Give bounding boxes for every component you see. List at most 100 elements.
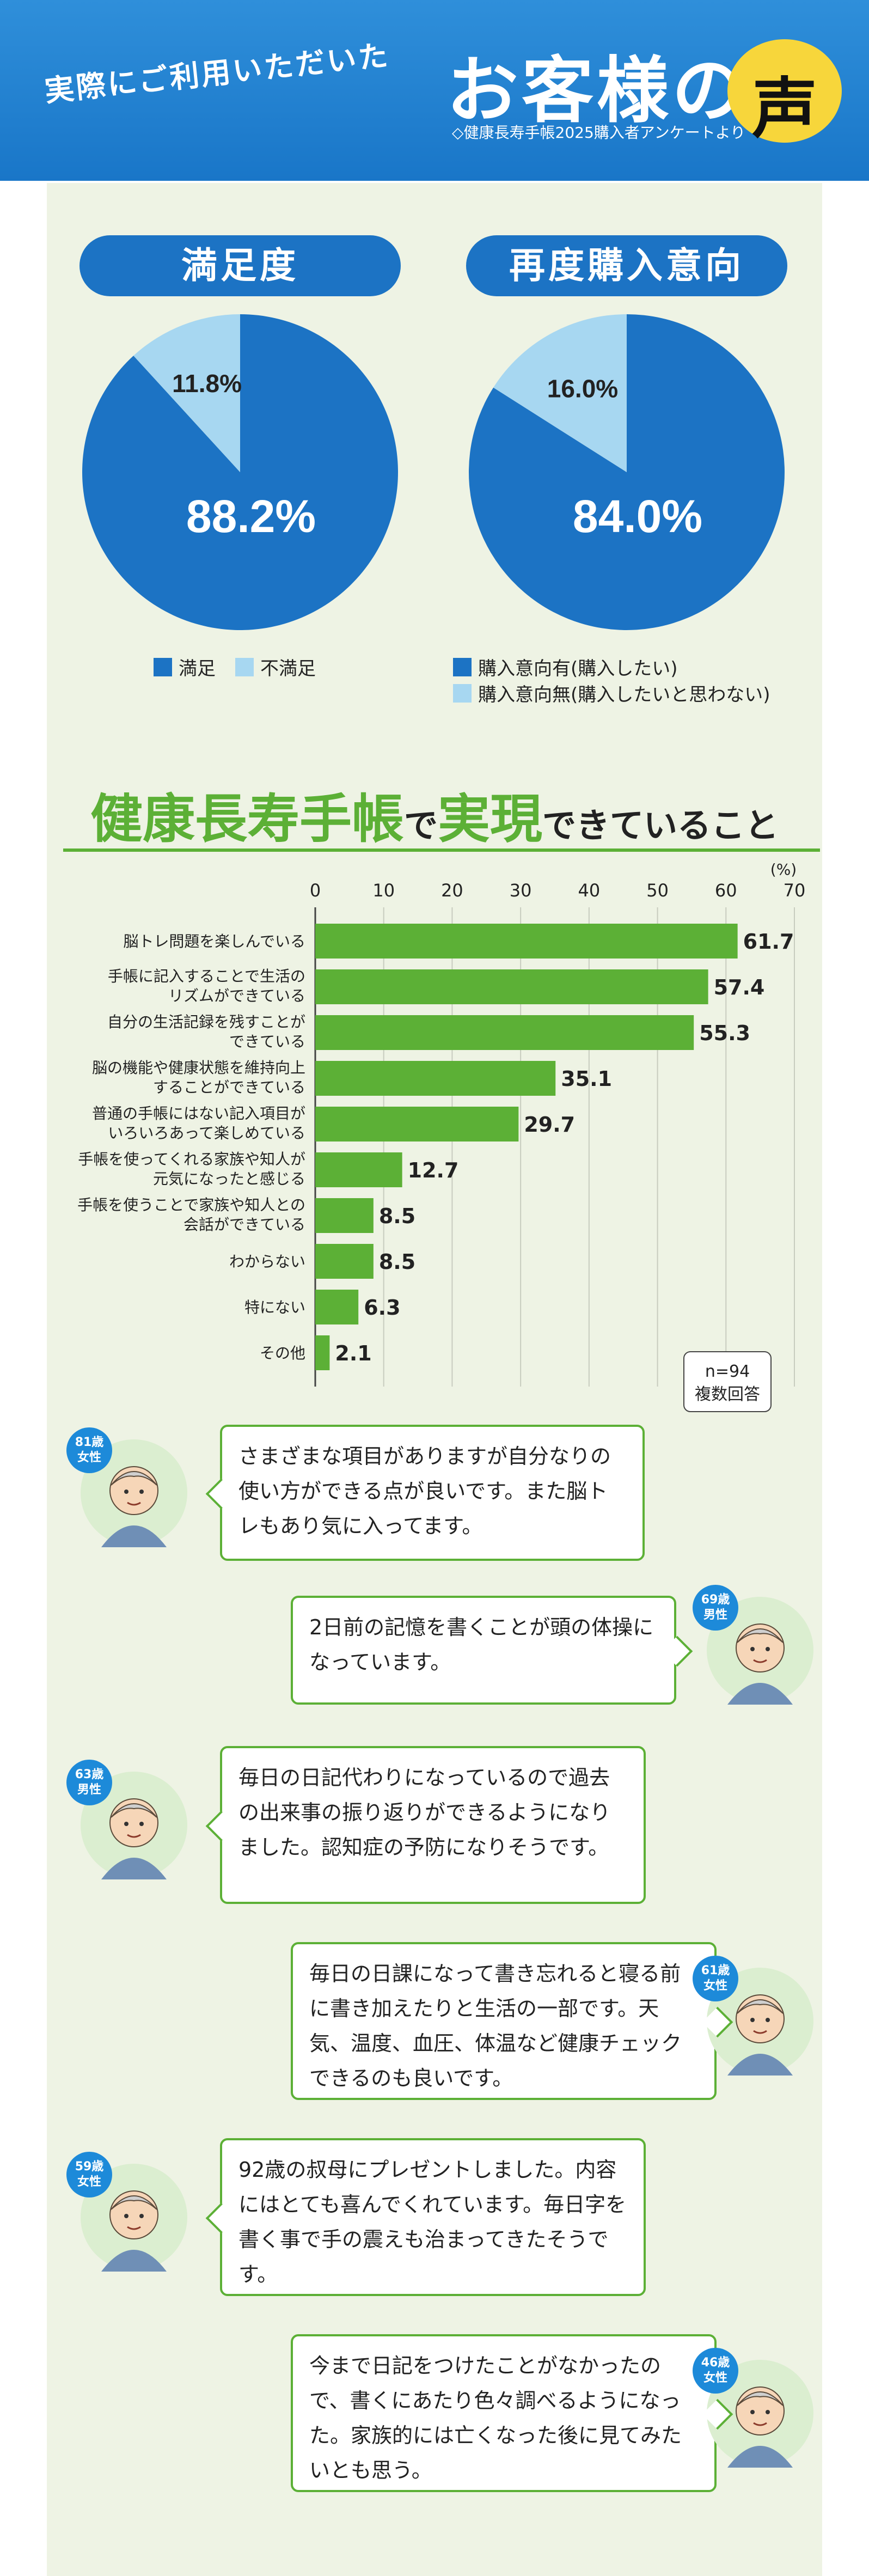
header-note: ◇健康長寿手帳2025購入者アンケートより: [452, 124, 746, 142]
bar-value-label: 57.4: [714, 975, 765, 999]
pie-small-label: 11.8%: [172, 369, 242, 398]
bar: [315, 1335, 330, 1370]
pie1-title: 満足度: [79, 235, 401, 296]
category-label: わからない: [229, 1253, 305, 1271]
bar: [315, 924, 738, 959]
category-label: 手帳を使ってくれる家族や知人が: [78, 1150, 305, 1168]
age-badge: 69歳 男性: [693, 1585, 738, 1631]
legend-label: 満足: [179, 658, 216, 680]
gender-text: 男性: [77, 1783, 101, 1797]
bar-value-label: 55.3: [699, 1021, 750, 1045]
category-label: いろいろあって楽しめている: [108, 1124, 305, 1142]
pie-big-label: 84.0%: [573, 491, 702, 542]
person-avatar-icon: [81, 1772, 187, 1879]
category-label: 特にない: [244, 1298, 305, 1316]
age-badge: 61歳女性: [693, 1956, 738, 2001]
gender-text: 女性: [703, 1979, 727, 1993]
person-avatar-icon: [707, 2360, 813, 2468]
bar-value-label: 35.1: [561, 1067, 612, 1091]
age-badge: 46歳 女性: [693, 2348, 738, 2394]
speech-bubble-text: 声: [752, 71, 817, 147]
header-subtitle: 実際にご利用いただいた: [42, 38, 391, 109]
testimonial-bubble: 今まで日記をつけたことがなかったので、書くにあたり色々調べるようになった。家族的…: [291, 2334, 717, 2492]
category-label: することができている: [153, 1078, 305, 1096]
bar-value-label: 61.7: [743, 930, 794, 954]
age-text: 63歳: [75, 1768, 104, 1781]
bar: [315, 1152, 402, 1187]
bar-chart: (%) 0 10 20 30 40 50 60 70 61.7 脳トレ問題を楽しんでいる 57.4 手帳…: [77, 860, 806, 1412]
content-panel: 満足度 88.2% 11.8% 満足 不満足 再度購入意向 84.0% 16.0% …: [47, 183, 822, 2576]
age-badge: 81歳 女性: [66, 1427, 112, 1473]
tick-label: 30: [510, 880, 532, 901]
pie-chart-repurchase: 84.0% 16.0%: [469, 314, 785, 630]
header-title: お客様の: [446, 49, 747, 133]
tick-label: 60: [715, 880, 737, 901]
age-badge: 59歳 女性: [66, 2152, 112, 2197]
category-label: 元気になったと感じる: [153, 1170, 305, 1188]
gender-text: 男性: [703, 1608, 727, 1622]
pie-slice: [493, 314, 627, 472]
tick-label: 10: [372, 880, 395, 901]
tick-label: 70: [784, 880, 806, 901]
gender-text: 女性: [703, 2371, 727, 2385]
section-divider: [63, 849, 820, 852]
bar: [315, 1015, 694, 1050]
category-label: 手帳を使うことで家族や知人との: [77, 1196, 305, 1214]
person-avatar-icon: [707, 1968, 813, 2076]
age-text: 61歳: [701, 1964, 730, 1977]
bar: [315, 1061, 556, 1096]
pie2-legend-1: 購入意向有(購入したい): [453, 654, 678, 680]
pie2-title: 再度購入意向: [466, 235, 787, 296]
speech-bubble: 声: [727, 39, 842, 147]
person-avatar-icon: [81, 1439, 187, 1547]
bar: [315, 1107, 519, 1142]
note-n: n=94: [705, 1362, 750, 1381]
pie-big-label: 88.2%: [186, 491, 316, 542]
category-label: 会話ができている: [183, 1216, 305, 1234]
legend-label: 不満足: [260, 658, 316, 680]
bar-value-label: 29.7: [524, 1113, 575, 1137]
category-label: 普通の手帳にはない記入項目が: [92, 1104, 305, 1122]
title-part: で: [403, 805, 438, 845]
pie-slice: [133, 314, 240, 472]
bar-value-label: 2.1: [335, 1341, 371, 1365]
bar: [315, 969, 708, 1004]
legend-swatch: [154, 657, 172, 676]
bar: [315, 1244, 374, 1279]
tick-label: 50: [646, 880, 669, 901]
age-text: 81歳: [75, 1436, 104, 1449]
unit-label: (%): [770, 860, 797, 878]
age-text: 59歳: [75, 2160, 104, 2174]
category-label: その他: [260, 1344, 305, 1362]
title-part: 健康長寿手帳: [90, 789, 404, 850]
note-multi: 複数回答: [695, 1385, 760, 1404]
legend-swatch: [235, 657, 254, 676]
gender-text: 女性: [77, 2175, 101, 2189]
bar: [315, 1198, 374, 1233]
pie-small-label: 16.0%: [547, 375, 618, 403]
note-box: [683, 1351, 772, 1412]
title-part: できていること: [542, 805, 779, 845]
category-label: 自分の生活記録を残すことが: [107, 1013, 305, 1031]
pie1-legend: 満足 不満足: [154, 654, 316, 680]
age-text: 69歳: [701, 1593, 730, 1607]
category-label: 脳トレ問題を楽しんでいる: [123, 932, 305, 950]
bar-value-label: 6.3: [364, 1296, 400, 1320]
category-label: できている: [229, 1033, 305, 1051]
category-label: リズムができている: [168, 987, 305, 1005]
testimonial-bubble: 毎日の日記代わりになっているので過去の出来事の振り返りができるようになりました。…: [220, 1746, 646, 1904]
legend-swatch: [453, 683, 472, 703]
legend-swatch: [453, 657, 472, 676]
age-badge: 63歳男性: [66, 1760, 112, 1805]
category-label: 手帳に記入することで生活の: [108, 967, 305, 985]
age-text: 46歳: [701, 2356, 730, 2370]
bar-value-label: 8.5: [379, 1250, 415, 1274]
pie-chart-satisfaction: 88.2% 11.8%: [82, 314, 398, 630]
bar-value-label: 8.5: [379, 1204, 415, 1228]
person-avatar-icon: [81, 2164, 187, 2272]
tick-label: 0: [310, 880, 321, 901]
bar-value-label: 12.7: [408, 1158, 459, 1182]
tick-label: 20: [441, 880, 463, 901]
testimonial-bubble: さまざまな項目がありますが自分なりの使い方ができる点が良いです。また脳トレもあり…: [220, 1425, 645, 1561]
testimonial-bubble: 92歳の叔母にプレゼントしました。内容にはとても喜んでくれています。毎日字を書く…: [220, 2138, 646, 2296]
